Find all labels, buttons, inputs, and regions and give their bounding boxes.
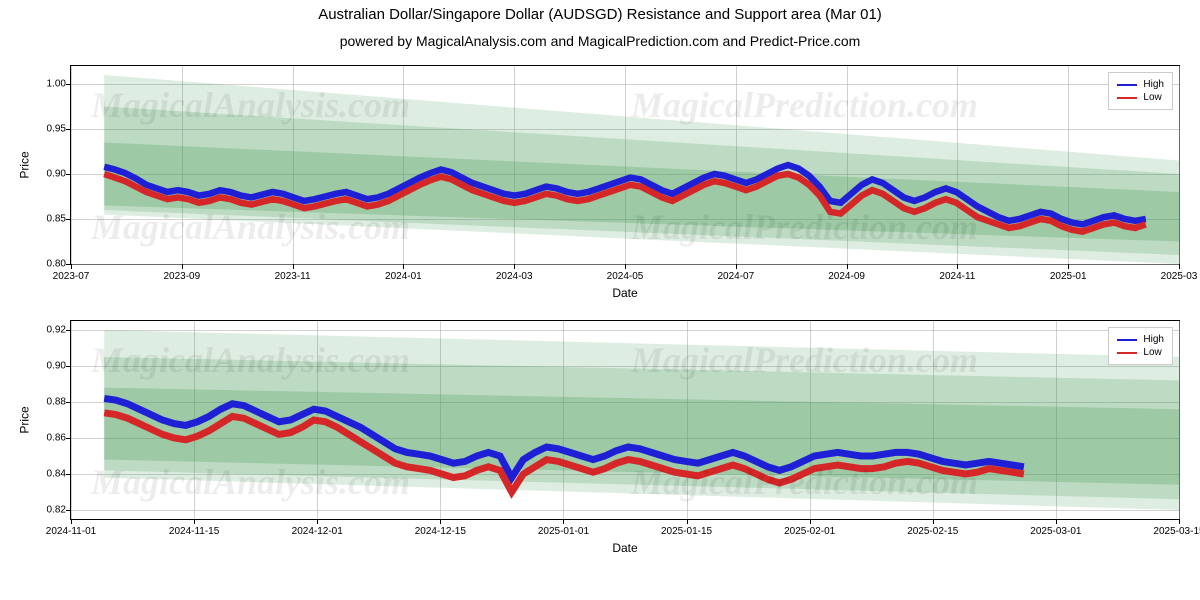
ytick-label: 0.90 [26,169,66,180]
legend-label-high-b: High [1143,334,1164,345]
xtick-label: 2023-09 [163,271,200,282]
watermark-2a: MagicalAnalysis.com [91,339,410,381]
legend-item-high-b: High [1117,334,1164,345]
xtick-label: 2024-11-01 [46,526,96,537]
ytick-label: 0.80 [26,259,66,270]
ytick-label: 0.92 [26,325,66,336]
xtick-label: 2024-11-15 [169,526,219,537]
xtick-label: 2025-02-01 [784,526,835,537]
ytick-label: 1.00 [26,79,66,90]
ytick-label: 0.95 [26,124,66,135]
watermark-1c: MagicalAnalysis.com [91,206,410,248]
ylabel-bottom: Price [18,406,32,433]
xtick-label: 2024-05 [607,271,644,282]
legend-label-low: Low [1143,92,1161,103]
xtick-label: 2024-07 [717,271,754,282]
ytick-label: 0.86 [26,433,66,444]
xtick-label: 2024-12-15 [415,526,466,537]
legend-bottom: High Low [1108,327,1173,365]
ytick-label: 0.88 [26,397,66,408]
watermark-1d: MagicalPrediction.com [631,206,978,248]
xtick-label: 2025-01-01 [538,526,589,537]
watermark-2c: MagicalAnalysis.com [91,461,410,503]
watermark-1b: MagicalPrediction.com [631,84,978,126]
chart-subtitle: powered by MagicalAnalysis.com and Magic… [0,23,1200,49]
xtick-label: 2023-11 [275,271,311,282]
xtick-label: 2025-01-15 [661,526,712,537]
chart-title: Australian Dollar/Singapore Dollar (AUDS… [0,0,1200,23]
xtick-label: 2024-11 [939,271,975,282]
xlabel-bottom: Date [612,541,637,555]
chart-panel-top: Price Date MagicalAnalysis.com MagicalPr… [70,65,1180,265]
legend-swatch-high-b [1117,339,1137,341]
legend-swatch-low-b [1117,352,1137,354]
xtick-label: 2024-09 [828,271,865,282]
xtick-label: 2024-03 [496,271,533,282]
legend-label-low-b: Low [1143,347,1161,358]
xlabel-top: Date [612,286,637,300]
chart-panel-bottom: Price Date MagicalAnalysis.com MagicalPr… [70,320,1180,520]
legend-top: High Low [1108,72,1173,110]
xtick-label: 2025-03-15 [1153,526,1200,537]
ytick-label: 0.85 [26,214,66,225]
ytick-label: 0.84 [26,469,66,480]
xtick-label: 2024-01 [385,271,422,282]
watermark-2b: MagicalPrediction.com [631,339,978,381]
xtick-label: 2025-02-15 [907,526,958,537]
legend-swatch-high [1117,84,1137,86]
xtick-label: 2025-01 [1050,271,1087,282]
ytick-label: 0.90 [26,361,66,372]
watermark-2d: MagicalPrediction.com [631,461,978,503]
xtick-label: 2025-03-01 [1030,526,1081,537]
xtick-label: 2023-07 [53,271,90,282]
legend-label-high: High [1143,79,1164,90]
legend-swatch-low [1117,97,1137,99]
xtick-label: 2024-12-01 [292,526,343,537]
legend-item-high: High [1117,79,1164,90]
watermark-1a: MagicalAnalysis.com [91,84,410,126]
ytick-label: 0.82 [26,505,66,516]
legend-item-low-b: Low [1117,347,1164,358]
legend-item-low: Low [1117,92,1164,103]
xtick-label: 2025-03 [1161,271,1198,282]
